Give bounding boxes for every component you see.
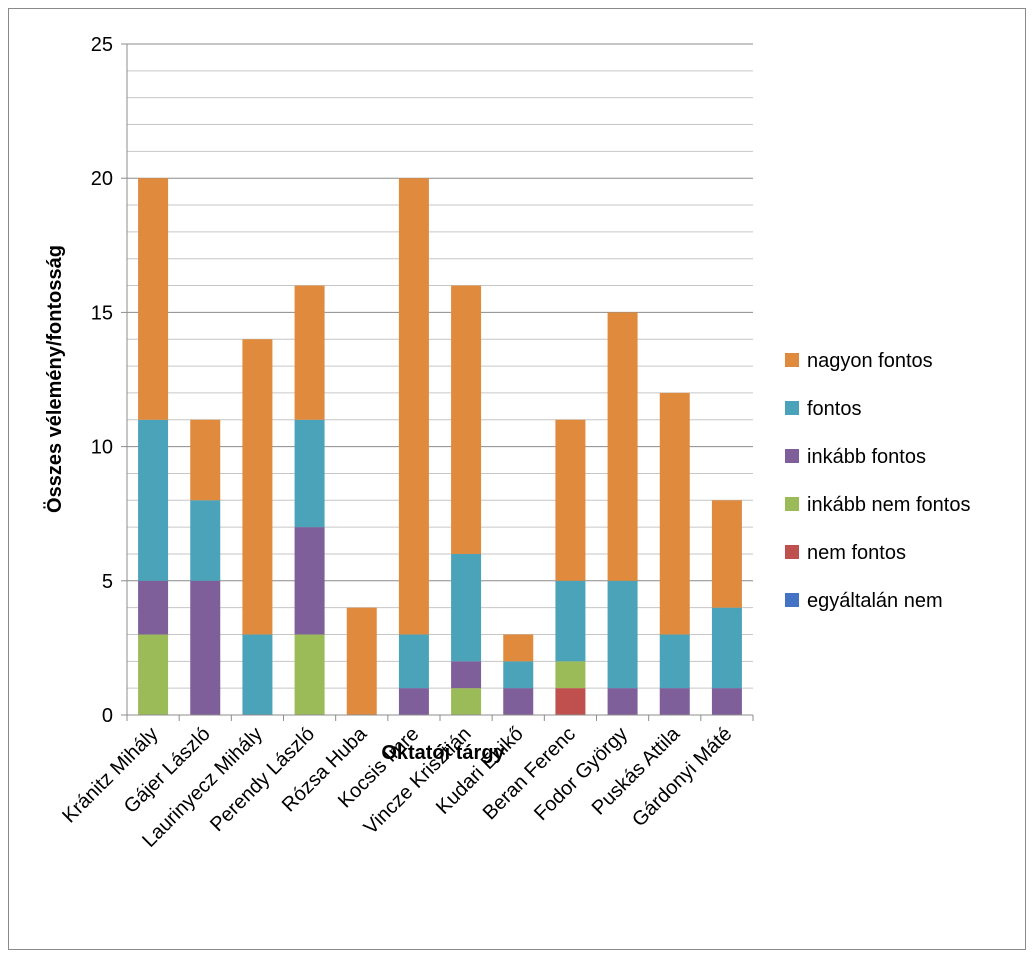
bar-segment (711, 607, 742, 689)
grid-layer (127, 43, 753, 689)
bar-segment (242, 339, 273, 635)
y-tick-label: 5 (102, 571, 113, 593)
legend-swatch (785, 593, 799, 607)
legend-label: nem fontos (807, 542, 906, 564)
y-axis-title: Összes vélemény/fontosság (43, 245, 66, 513)
bar-segment (138, 419, 169, 581)
bar-segment (242, 634, 273, 715)
bar-segment (607, 688, 638, 715)
bar-segment (555, 661, 586, 689)
bar-segment (346, 607, 377, 715)
legend-swatch (785, 545, 799, 559)
legend: nagyon fontos fontos inkább fontos inkább n… (785, 350, 970, 612)
bar-segment (503, 634, 534, 662)
legend-label: fontos (807, 398, 861, 420)
bar-segment (294, 285, 325, 420)
bar-segment (190, 419, 221, 501)
bar-segment (607, 312, 638, 581)
bar-segment (294, 527, 325, 635)
bar-segment (294, 634, 325, 715)
bar-segment (398, 178, 429, 635)
legend-label: inkább fontos (807, 446, 926, 468)
bar-segment (451, 285, 482, 554)
bar-segment (711, 688, 742, 715)
bar-segment (555, 580, 586, 662)
bar-segment (138, 580, 169, 635)
bar-segment (555, 688, 586, 715)
bar-segment (190, 500, 221, 581)
bar-segment (138, 634, 169, 715)
bar-segment (398, 634, 429, 689)
bar-segment (659, 688, 690, 715)
bar-segment (138, 178, 169, 420)
chart-frame: 0 5 10 15 20 25 Kránitz Mihály Gájer László Laur… (8, 8, 1026, 950)
bar-segment (398, 688, 429, 715)
bar-segment (294, 419, 325, 528)
bar-segment (659, 634, 690, 689)
legend-label: inkább nem fontos (807, 494, 970, 516)
y-tick-label: 15 (91, 302, 113, 324)
bar-segment (555, 419, 586, 581)
y-tick-label: 0 (102, 705, 113, 727)
bar-segment (451, 553, 482, 662)
bar-segment (190, 580, 221, 715)
bar-segment (711, 500, 742, 608)
bar-segment (451, 661, 482, 689)
bar-segment (503, 661, 534, 689)
bar-segment (607, 580, 638, 689)
x-axis-title: Oktatói tárgy (381, 742, 505, 764)
bar-segment (659, 392, 690, 635)
legend-swatch (785, 401, 799, 415)
y-tick-label: 20 (91, 168, 113, 190)
bars-layer (138, 178, 742, 715)
legend-swatch (785, 353, 799, 367)
bar-segment (503, 688, 534, 715)
legend-swatch (785, 449, 799, 463)
legend-swatch (785, 497, 799, 511)
y-tick-label: 25 (91, 34, 113, 56)
y-tick-label: 10 (91, 437, 113, 459)
legend-label: nagyon fontos (807, 350, 933, 372)
legend-label: egyáltalán nem (807, 590, 943, 612)
bar-segment (451, 688, 482, 715)
